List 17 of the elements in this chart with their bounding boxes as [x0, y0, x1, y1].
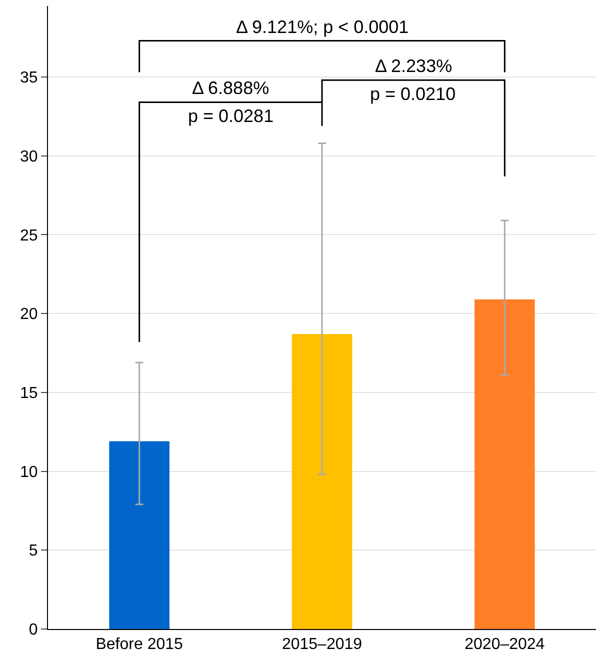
- y-tick-label: 20: [20, 306, 38, 324]
- y-tick-label: 15: [20, 385, 38, 402]
- x-tick-label: 2015–2019: [282, 636, 362, 654]
- y-tick-label: 10: [20, 464, 38, 481]
- bar: [109, 441, 170, 629]
- bar: [474, 299, 535, 629]
- y-tick-label: 25: [20, 227, 38, 244]
- y-tick-label: 35: [20, 70, 38, 87]
- annotation: Δ 9.121%; p < 0.0001: [236, 17, 409, 37]
- annotation: Δ 6.888% p = 0.0281: [188, 78, 274, 126]
- x-tick-label: Before 2015: [96, 636, 184, 654]
- bar: [292, 334, 352, 629]
- y-tick-label: 0: [28, 622, 38, 639]
- annotation: Δ 2.233% p = 0.0210: [370, 56, 456, 104]
- y-tick-label: 5: [28, 542, 38, 560]
- x-tick-label: 2020–2024: [464, 636, 545, 654]
- y-tick-label: 30: [20, 148, 38, 166]
